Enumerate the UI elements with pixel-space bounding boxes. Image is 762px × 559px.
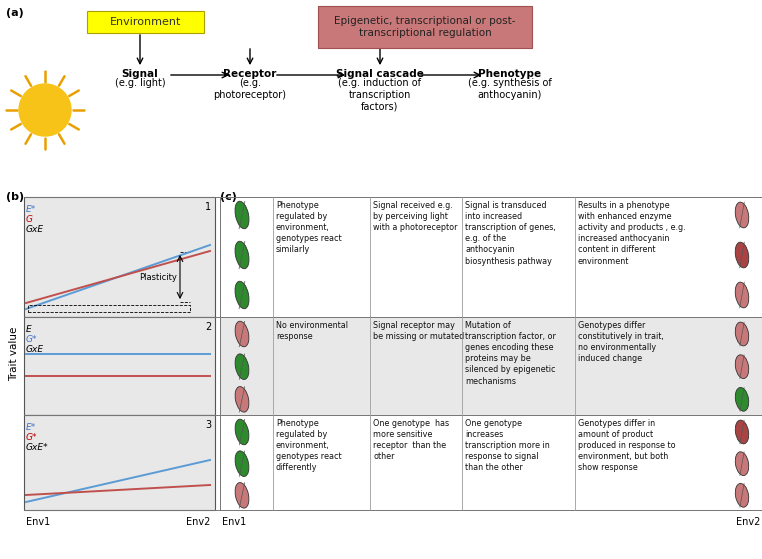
FancyBboxPatch shape (87, 11, 204, 33)
Text: Signal cascade: Signal cascade (336, 69, 424, 79)
FancyBboxPatch shape (24, 317, 215, 415)
Text: E*: E* (26, 205, 37, 214)
Text: Phenotype
regulated by
environment,
genotypes react
similarly: Phenotype regulated by environment, geno… (276, 201, 341, 254)
FancyBboxPatch shape (318, 6, 532, 48)
Text: Plasticity: Plasticity (139, 272, 177, 282)
Text: Signal received e.g.
by perceiving light
with a photoreceptor: Signal received e.g. by perceiving light… (373, 201, 457, 232)
FancyBboxPatch shape (575, 317, 762, 415)
FancyBboxPatch shape (220, 317, 273, 415)
FancyBboxPatch shape (370, 317, 462, 415)
Circle shape (19, 84, 71, 136)
FancyBboxPatch shape (273, 415, 370, 510)
Text: Env1: Env1 (26, 517, 50, 527)
Ellipse shape (735, 322, 749, 346)
Text: (a): (a) (6, 8, 24, 18)
Ellipse shape (235, 386, 249, 412)
Text: Environment: Environment (110, 17, 181, 27)
Ellipse shape (735, 355, 749, 378)
Text: Env2: Env2 (186, 517, 210, 527)
Ellipse shape (235, 354, 249, 380)
Ellipse shape (735, 242, 749, 268)
Text: Phenotype: Phenotype (479, 69, 542, 79)
Ellipse shape (735, 484, 749, 507)
Ellipse shape (735, 420, 749, 444)
Text: Signal: Signal (122, 69, 158, 79)
Text: Genotypes differ
constitutively in trait,
no environmentally
induced change: Genotypes differ constitutively in trait… (578, 321, 664, 363)
Text: G*: G* (26, 335, 37, 344)
Text: Signal is transduced
into increased
transcription of genes,
e.g. of the
anthocya: Signal is transduced into increased tran… (465, 201, 555, 266)
Text: 3: 3 (205, 420, 211, 430)
Ellipse shape (735, 282, 749, 308)
Text: E: E (26, 325, 32, 334)
Text: (b): (b) (6, 192, 24, 202)
FancyBboxPatch shape (575, 415, 762, 510)
Ellipse shape (235, 281, 249, 309)
FancyBboxPatch shape (575, 197, 762, 317)
Text: (e.g.
photoreceptor): (e.g. photoreceptor) (213, 78, 287, 100)
Ellipse shape (735, 387, 749, 411)
FancyBboxPatch shape (24, 415, 215, 510)
Ellipse shape (235, 321, 249, 347)
Ellipse shape (235, 201, 249, 229)
Text: 2: 2 (205, 322, 211, 332)
FancyBboxPatch shape (462, 197, 575, 317)
FancyBboxPatch shape (24, 197, 215, 317)
Text: (e.g. synthesis of
anthocyanin): (e.g. synthesis of anthocyanin) (468, 78, 552, 100)
FancyBboxPatch shape (370, 197, 462, 317)
Text: Receptor: Receptor (223, 69, 277, 79)
FancyBboxPatch shape (462, 317, 575, 415)
FancyBboxPatch shape (220, 197, 273, 317)
Ellipse shape (235, 451, 249, 476)
Ellipse shape (235, 241, 249, 269)
Text: Signal receptor may
be missing or mutated: Signal receptor may be missing or mutate… (373, 321, 464, 341)
Text: GxE: GxE (26, 345, 44, 354)
Text: G: G (26, 215, 33, 224)
Ellipse shape (235, 419, 249, 445)
Ellipse shape (735, 202, 749, 228)
Text: GxE: GxE (26, 225, 44, 234)
FancyBboxPatch shape (273, 197, 370, 317)
Text: Env1: Env1 (222, 517, 246, 527)
FancyBboxPatch shape (273, 317, 370, 415)
Text: One genotype
increases
transcription more in
response to signal
than the other: One genotype increases transcription mor… (465, 419, 549, 472)
Text: Results in a phenotype
with enhanced enzyme
activity and products , e.g.
increas: Results in a phenotype with enhanced enz… (578, 201, 686, 266)
Text: G*: G* (26, 433, 37, 442)
Text: One genotype  has
more sensitive
receptor  than the
other: One genotype has more sensitive receptor… (373, 419, 449, 461)
Text: No environmental
response: No environmental response (276, 321, 348, 341)
FancyBboxPatch shape (370, 415, 462, 510)
Text: GxE*: GxE* (26, 443, 49, 452)
Text: Genotypes differ in
amount of product
produced in response to
environment, but b: Genotypes differ in amount of product pr… (578, 419, 676, 472)
Ellipse shape (735, 452, 749, 476)
Text: (c): (c) (220, 192, 237, 202)
FancyBboxPatch shape (462, 415, 575, 510)
Text: Trait value: Trait value (9, 326, 19, 381)
FancyBboxPatch shape (220, 415, 273, 510)
Text: (e.g. light): (e.g. light) (115, 78, 165, 88)
Text: 1: 1 (205, 202, 211, 212)
Ellipse shape (235, 482, 249, 508)
Text: Epigenetic, transcriptional or post-
transcriptional regulation: Epigenetic, transcriptional or post- tra… (335, 16, 516, 38)
Text: Phenotype
regulated by
environment,
genotypes react
differently: Phenotype regulated by environment, geno… (276, 419, 341, 472)
Text: E*: E* (26, 423, 37, 432)
Text: (e.g. induction of
transcription
factors): (e.g. induction of transcription factors… (338, 78, 421, 111)
Text: Env2: Env2 (735, 517, 760, 527)
Text: Mutation of
transcription factor, or
genes encoding these
proteins may be
silenc: Mutation of transcription factor, or gen… (465, 321, 555, 386)
